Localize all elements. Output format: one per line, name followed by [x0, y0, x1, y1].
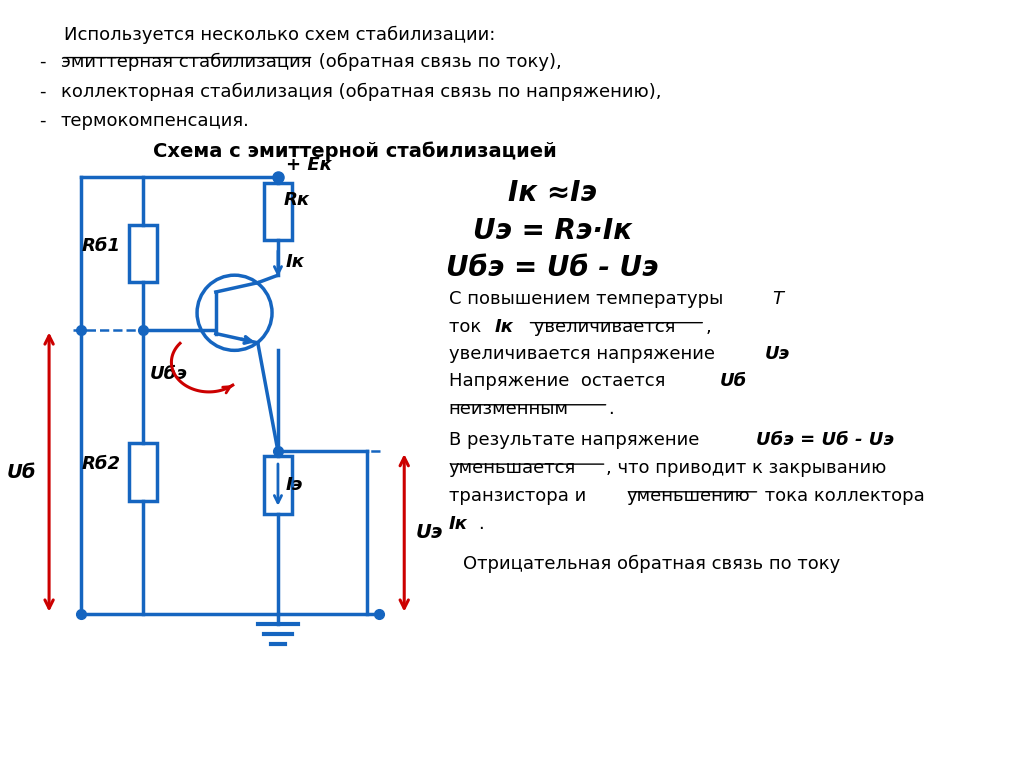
Text: , что приводит к закрыванию: , что приводит к закрыванию [606, 459, 887, 477]
Bar [129, 225, 157, 282]
Text: -: - [39, 112, 46, 130]
Text: Uэ: Uэ [764, 345, 790, 364]
Text: Используется несколько схем стабилизации:: Используется несколько схем стабилизации… [63, 26, 496, 44]
Text: T: T [772, 290, 783, 308]
Text: коллекторная стабилизация (обратная связь по напряжению),: коллекторная стабилизация (обратная связ… [60, 82, 662, 100]
Text: Rб2: Rб2 [82, 455, 121, 473]
Bar [129, 443, 157, 501]
Text: Iк: Iк [449, 515, 468, 532]
Text: С повышением температуры: С повышением температуры [449, 290, 729, 308]
Text: Uэ: Uэ [416, 523, 443, 542]
Text: (обратная связь по току),: (обратная связь по току), [313, 53, 562, 71]
Text: термокомпенсация.: термокомпенсация. [60, 112, 250, 130]
Text: Iэ: Iэ [286, 476, 303, 494]
Text: .: . [608, 400, 614, 418]
Text: Схема с эмиттерной стабилизацией: Схема с эмиттерной стабилизацией [153, 142, 557, 161]
Text: Отрицательная обратная связь по току: Отрицательная обратная связь по току [464, 555, 841, 574]
Text: уменьшается: уменьшается [449, 459, 575, 477]
Text: Uэ = Rэ·Iк: Uэ = Rэ·Iк [473, 217, 632, 245]
Text: Uбэ = Uб - Uэ: Uбэ = Uб - Uэ [446, 255, 658, 282]
Bar [264, 456, 292, 514]
Text: Uб: Uб [720, 372, 748, 390]
Text: .: . [478, 515, 484, 532]
Text: Напряжение  остается: Напряжение остается [449, 372, 671, 390]
Text: В результате напряжение: В результате напряжение [449, 432, 705, 449]
Text: Uбэ: Uбэ [150, 365, 187, 383]
Text: ток: ток [449, 318, 486, 336]
Text: Uб: Uб [7, 463, 36, 482]
Text: -: - [39, 82, 46, 100]
Text: Iк ≈Iэ: Iк ≈Iэ [508, 179, 597, 207]
Text: тока коллектора: тока коллектора [760, 487, 925, 505]
Text: -: - [39, 53, 46, 71]
Text: Iк: Iк [286, 253, 305, 271]
Text: транзистора и: транзистора и [449, 487, 592, 505]
Bar [264, 183, 292, 240]
Text: Rб1: Rб1 [82, 236, 121, 255]
Text: + Eк: + Eк [286, 156, 332, 174]
Text: Uбэ = Uб - Uэ: Uбэ = Uб - Uэ [757, 432, 894, 449]
Text: эмиттерная стабилизация: эмиттерная стабилизация [60, 53, 311, 71]
Text: Rк: Rк [284, 190, 310, 209]
Text: неизменным: неизменным [449, 400, 568, 418]
Text: Iк: Iк [495, 318, 514, 336]
Text: ,: , [706, 318, 711, 336]
Text: увеличивается напряжение: увеличивается напряжение [449, 345, 720, 364]
Text: увеличивается: увеличивается [527, 318, 675, 336]
Text: уменьшению: уменьшению [627, 487, 750, 505]
